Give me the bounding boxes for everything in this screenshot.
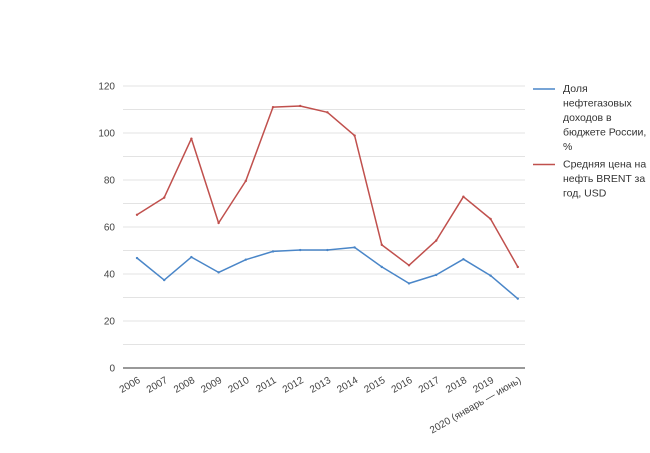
data-point xyxy=(435,239,438,242)
series-line-2 xyxy=(136,105,519,268)
y-tick-label: 100 xyxy=(98,129,115,140)
data-point xyxy=(353,246,356,249)
series-line-1 xyxy=(136,246,519,300)
y-tick-label: 80 xyxy=(104,176,116,187)
x-tick-label: 2011 xyxy=(254,375,279,395)
legend-label: год, USD xyxy=(563,188,607,200)
legend-label: % xyxy=(563,141,572,153)
data-point xyxy=(516,265,519,269)
data-point xyxy=(326,248,329,252)
data-point xyxy=(380,243,383,247)
legend-label: доходов в xyxy=(563,112,612,124)
series-lines xyxy=(135,104,519,300)
legend-label: Средняя цена на xyxy=(563,159,646,171)
data-point xyxy=(271,250,275,253)
x-tick-label: 2013 xyxy=(308,375,333,396)
y-tick-label: 20 xyxy=(104,317,116,328)
data-point xyxy=(407,264,411,267)
data-point xyxy=(217,271,220,274)
data-point xyxy=(244,179,247,183)
data-point xyxy=(135,256,139,260)
data-point xyxy=(190,137,193,140)
x-tick-label: 2012 xyxy=(281,375,306,396)
legend-label: Доля xyxy=(563,83,588,95)
data-point xyxy=(244,258,247,261)
y-tick-label: 0 xyxy=(109,364,115,375)
x-tick-label: 2008 xyxy=(172,375,197,396)
legend: Доля нефтегазовых доходов в бюджете России,… xyxy=(533,83,646,200)
data-point xyxy=(489,274,492,277)
legend-label: нефтегазовых xyxy=(563,98,633,110)
gridlines xyxy=(123,85,525,369)
x-tick-label: 2017 xyxy=(417,375,442,396)
y-tick-label: 120 xyxy=(98,82,115,93)
x-tick-label: 2006 xyxy=(118,375,143,396)
data-point xyxy=(299,248,302,252)
y-tick-label: 60 xyxy=(104,223,116,234)
data-point xyxy=(271,105,275,109)
data-point xyxy=(217,221,220,225)
x-tick-label: 2009 xyxy=(199,375,224,396)
x-axis-tick-labels: 2006 2007 2008 2009 2010 2011 2012 2013 2014 2015… xyxy=(118,375,524,437)
data-point xyxy=(516,297,519,300)
data-point xyxy=(407,282,411,285)
y-tick-label: 40 xyxy=(104,270,116,281)
data-point xyxy=(190,255,193,259)
x-tick-label: 2014 xyxy=(335,375,360,396)
data-point xyxy=(326,111,329,114)
data-point xyxy=(135,213,139,216)
data-point xyxy=(299,104,302,108)
x-tick-label: 2015 xyxy=(363,375,388,396)
data-point xyxy=(353,134,356,137)
legend-label: нефть BRENT за xyxy=(563,173,645,185)
x-tick-label: 2007 xyxy=(145,375,170,396)
data-point xyxy=(163,196,166,199)
data-point xyxy=(462,195,465,198)
y-axis-tick-labels: 0 20 40 60 80 100 120 xyxy=(98,82,115,375)
x-tick-label: 2016 xyxy=(390,375,415,396)
data-point xyxy=(163,278,166,282)
x-tick-label: 2018 xyxy=(444,375,469,396)
data-point xyxy=(462,257,465,261)
data-point xyxy=(435,273,438,277)
legend-label: бюджете России, xyxy=(563,127,646,139)
data-point xyxy=(380,265,383,269)
data-point xyxy=(489,217,492,221)
x-tick-label: 2010 xyxy=(227,375,252,396)
